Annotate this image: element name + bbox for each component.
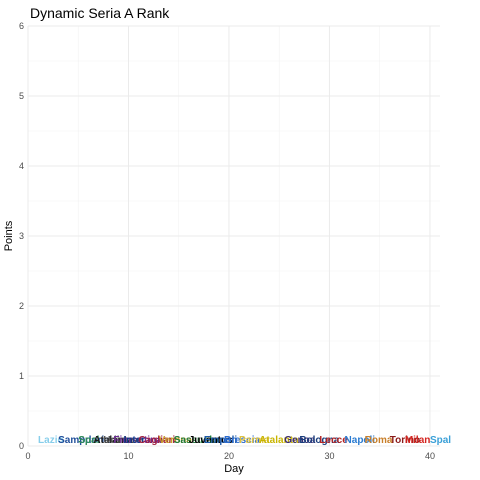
x-tick-label: 30: [324, 451, 334, 461]
x-tick-label: 40: [425, 451, 435, 461]
y-tick-label: 3: [19, 231, 24, 241]
team-label: Lazio: [38, 435, 64, 446]
team-label: Empoli: [204, 435, 238, 446]
team-label: Roma: [365, 435, 393, 446]
axis-ticks: 0 1 2 3 4 5 6 0 10 20 30 40: [19, 21, 435, 461]
grid: [27, 25, 440, 447]
team-label: Verona: [159, 435, 193, 446]
y-tick-label: 4: [19, 161, 24, 171]
team-label: Sampdoria: [58, 435, 110, 446]
y-tick-label: 5: [19, 91, 24, 101]
team-label: Atalanta: [93, 435, 133, 446]
team-label: Cagliari: [139, 435, 176, 446]
team-label: Genoa: [284, 435, 316, 446]
team-label: Inter: [123, 435, 145, 446]
team-label: Spal: [430, 435, 451, 446]
y-tick-label: 6: [19, 21, 24, 31]
team-label: Parma: [239, 435, 270, 446]
x-axis-title: Day: [224, 463, 244, 475]
team-labels: LazioSampdoriaSpalAtalantaUdineseFiorent…: [38, 435, 451, 446]
x-tick-label: 0: [25, 451, 30, 461]
y-tick-label: 1: [19, 371, 24, 381]
team-label: Udinese: [103, 435, 142, 446]
team-label: Sassuolo: [174, 435, 218, 446]
x-tick-label: 20: [224, 451, 234, 461]
team-label: Fiorentina: [113, 435, 162, 446]
team-label: Bologna: [299, 435, 339, 446]
team-label: Napoli: [345, 435, 376, 446]
y-tick-label: 0: [19, 441, 24, 451]
x-tick-label: 10: [123, 451, 133, 461]
y-tick-label: 2: [19, 301, 24, 311]
team-label: Torino: [390, 435, 420, 446]
chart-title: Dynamic Seria A Rank: [30, 5, 170, 21]
team-label: Lecce: [319, 435, 348, 446]
team-label: Milan: [405, 435, 431, 446]
team-label: Brescia: [224, 435, 261, 446]
team-label: Juventus: [189, 435, 233, 446]
y-axis-title: Points: [3, 220, 15, 251]
team-label: Spal: [78, 435, 99, 446]
team-label: Atalanta: [259, 435, 299, 446]
